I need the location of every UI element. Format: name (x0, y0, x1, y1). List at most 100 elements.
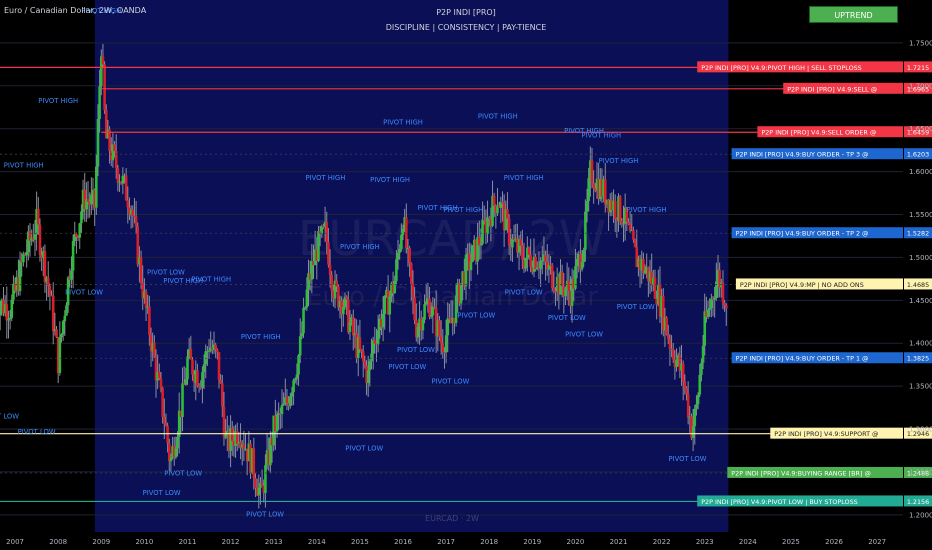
candle-body (625, 207, 629, 222)
candle-body (693, 408, 697, 427)
x-tick-label: 2026 (825, 538, 843, 546)
candle-body (403, 217, 406, 229)
candle-body (580, 262, 584, 270)
candle-body (235, 431, 239, 444)
candle-body (285, 397, 289, 403)
candle-body (582, 249, 586, 263)
pivot-annotation: PIVOT HIGH (4, 161, 44, 169)
candle-body (0, 306, 2, 316)
level-label: P2P INDI [PRO] V4.9:BUY ORDER - TP 3 @ (736, 151, 869, 159)
y-tick-label: 1.2000 (909, 511, 932, 519)
level-price-tag (904, 278, 932, 290)
candle-body (70, 270, 73, 280)
level-price-tag (904, 126, 932, 138)
candle-body (516, 238, 519, 253)
candle-body (177, 410, 181, 437)
candle-body (661, 296, 665, 331)
candle-body (658, 284, 662, 317)
candle-body (17, 276, 20, 292)
candle-body (267, 450, 271, 466)
pivot-annotation: PIVOT HIGH (38, 97, 78, 105)
candle-body (630, 230, 634, 232)
candle-body (3, 304, 7, 314)
candle-body (48, 286, 52, 296)
candle-body (317, 231, 320, 261)
candle-body (423, 304, 426, 320)
candle-body (245, 448, 249, 462)
x-tick-label: 2013 (265, 538, 283, 546)
candle-body (401, 228, 405, 236)
candle-body (166, 425, 169, 444)
candle-body (182, 383, 186, 385)
candle-body (595, 178, 599, 191)
x-tick-label: 2016 (394, 538, 412, 546)
candle-body (71, 241, 75, 271)
candle-body (603, 179, 607, 205)
pivot-annotation: PIVOT LOW (164, 469, 202, 477)
candle-body (342, 306, 345, 315)
candle-body (355, 333, 358, 358)
candle-body (406, 248, 410, 250)
candle-body (337, 286, 340, 308)
candle-body (522, 259, 526, 269)
candle-body (76, 236, 80, 238)
candle-body (280, 405, 284, 414)
candle-body (690, 416, 693, 438)
candle-body (274, 415, 277, 432)
level-label-bg (731, 148, 903, 160)
candle-body (240, 444, 244, 448)
candle-body (295, 374, 299, 379)
uptrend-button[interactable]: UPTREND (809, 6, 898, 23)
candle-body (158, 371, 161, 379)
candle-body (444, 335, 448, 353)
candle-body (106, 129, 110, 139)
candle-body (449, 318, 453, 324)
candle-body (436, 320, 440, 337)
candle-body (713, 297, 716, 300)
candle-body (517, 239, 521, 253)
candle-body (550, 265, 554, 288)
candle-body (75, 233, 78, 237)
candle-body (85, 199, 88, 210)
candle-body (327, 241, 330, 265)
candle-body (46, 277, 50, 287)
candle-body (7, 319, 10, 321)
candle-body (86, 199, 90, 202)
candle-body (549, 264, 552, 266)
pivot-annotation: PIVOT HIGH (191, 275, 231, 283)
candle-body (698, 374, 702, 395)
x-tick-label: 2024 (739, 538, 757, 546)
candle-body (507, 218, 511, 246)
candle-body (53, 329, 57, 332)
pivot-annotation: PIVOT HIGH (241, 333, 281, 341)
candle-body (358, 337, 362, 350)
candle-body (617, 196, 620, 222)
pivot-annotation: PIVOT HIGH (504, 174, 544, 182)
y-tick-label: 1.6500 (909, 125, 932, 133)
candle-body (618, 196, 622, 222)
candle-body (492, 195, 496, 206)
candle-body (88, 201, 91, 205)
candle-body (2, 299, 5, 314)
candle-body (318, 231, 322, 234)
level-label: P2P INDI [PRO] V4.9:BUYING RANGE [BR] @ (731, 469, 871, 477)
footer-ticker: EURCAD · 2W (425, 514, 479, 523)
candle-body (10, 299, 14, 318)
candle-body (328, 264, 332, 276)
level-price-text: 1.6203 (907, 151, 929, 159)
x-tick-label: 2017 (437, 538, 455, 546)
candle-body (574, 266, 577, 289)
candle-body (164, 423, 168, 426)
candle-body (555, 276, 559, 292)
level-label: P2P INDI [PRO] V4.9:BUY ORDER - TP 1 @ (736, 355, 869, 363)
candle-body (199, 386, 203, 388)
candle-body (217, 352, 221, 381)
candle-body (292, 380, 295, 393)
candle-body (378, 318, 382, 331)
level-label: P2P INDI [PRO] V4.9:BUY ORDER - TP 2 @ (736, 230, 869, 238)
candle-body (340, 300, 343, 315)
candle-body (118, 181, 121, 183)
candle-body (623, 207, 627, 224)
y-tick-label: 1.7500 (909, 39, 932, 47)
